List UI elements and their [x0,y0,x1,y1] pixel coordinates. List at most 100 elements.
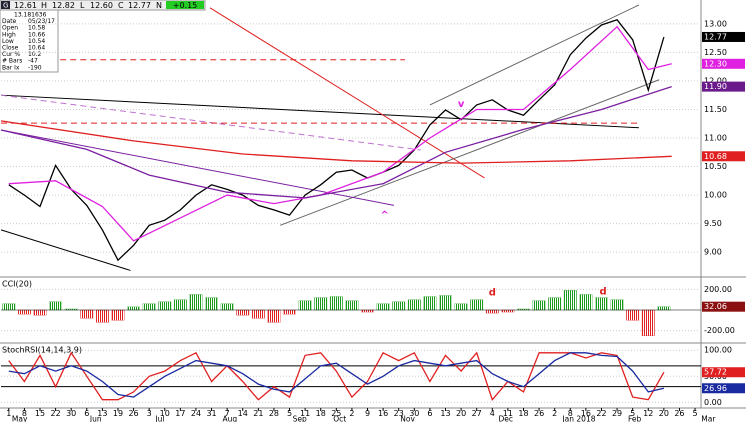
x-tick-label: 14 [238,409,248,418]
x-tick-label: 28 [269,409,279,418]
bar [283,309,296,315]
bar [329,296,343,311]
bar [470,299,484,311]
data-label: Bar Ix [2,64,20,71]
data-value: 10.66 [28,31,45,38]
bar [626,309,640,321]
trendline [0,229,131,271]
label: C [118,1,124,10]
data-value: 05/23/17 [28,18,55,25]
bar [298,300,312,311]
x-tick-label: 18 [518,409,528,418]
data-label: High [2,31,16,38]
x-tick-label: 22 [596,409,606,418]
x-tick-label: 2 [552,409,557,418]
annotation: d [489,287,496,298]
x-tick-label: 31 [206,409,216,418]
label: L [80,1,85,10]
data-value: -47 [28,58,38,65]
annotation: d [599,286,606,297]
value-tag [702,383,745,394]
bar [610,299,624,311]
y-tick-label: 10.00 [704,191,727,200]
month-label: Feb [628,415,642,422]
value-tag-label: 32.06 [704,302,727,311]
symbol: G [3,2,8,10]
x-tick-label: 7 [225,409,230,418]
series-line [8,25,672,242]
x-tick-label: 9 [365,409,370,418]
trendline [0,94,639,129]
y-tick-label: 100.00 [704,346,732,355]
data-label: # Bars [2,58,22,65]
x-tick-label: 30 [66,409,76,418]
bar [595,297,608,311]
month-label: Oct [333,415,346,422]
bar [142,303,156,311]
x-tick-label: 11 [503,409,513,418]
bar [267,309,281,323]
data-value: 10.58 [28,25,45,32]
high: 12.82 [52,1,75,10]
bar [641,309,655,336]
x-tick-label: 27 [472,409,482,418]
month-label: Mar [701,415,716,422]
bar [532,300,546,311]
x-tick-label: 8 [22,409,27,418]
value-tag-label: 11.90 [704,82,727,91]
x-tick-label: 22 [50,409,60,418]
bar [501,309,515,313]
data-value: 13.181636 [14,12,47,19]
trendline [0,94,421,151]
quote-bar: G 12.61 H 12.82 L 12.60 C 12.77 N +0.15 [0,0,206,11]
x-tick-label: 21 [253,409,263,418]
data-value: -190 [28,64,42,71]
x-tick-label: 13 [440,409,450,418]
bar [251,309,265,319]
x-tick-label: 5 [692,409,697,418]
x-tick-label: 2 [349,409,354,418]
bar [454,303,468,311]
data-label: Close [2,45,19,52]
x-tick-label: 3 [147,409,152,418]
quote-bg [0,0,206,11]
close: 12.77 [128,1,151,10]
series-line [8,352,665,398]
bar [111,309,125,321]
series-line [8,19,665,262]
x-tick-label: 26 [674,409,684,418]
bar [95,309,109,323]
value-tag [702,58,745,69]
y-tick-label: 12.00 [704,76,727,85]
value-tag [702,151,745,162]
low: 12.60 [90,1,113,10]
series-line [0,85,672,199]
month-label: May [12,415,28,422]
bar [173,299,187,311]
value-tag [702,81,745,92]
open: 12.61 [14,1,37,10]
y-tick-label: 10.50 [704,162,727,171]
bar [439,295,452,311]
bar [376,303,390,311]
bar [345,300,359,311]
bar [220,303,234,311]
value-tag [702,31,745,42]
x-tick-label: 20 [456,409,466,418]
symbol-box [1,1,10,9]
bar [189,294,203,311]
bar [579,294,593,311]
value-tag [702,367,745,378]
label: H [41,1,47,10]
bar [485,309,499,314]
x-tick-label: 10 [160,409,170,418]
month-label: Aug [222,415,237,422]
panel-title: CCI(20) [2,280,32,289]
x-tick-label: 4 [490,409,495,418]
value-tag-label: 12.30 [704,59,727,68]
series-line [0,120,672,164]
bar [657,306,671,311]
data-value: 10.64 [28,45,45,52]
x-tick-label: 11 [300,409,310,418]
